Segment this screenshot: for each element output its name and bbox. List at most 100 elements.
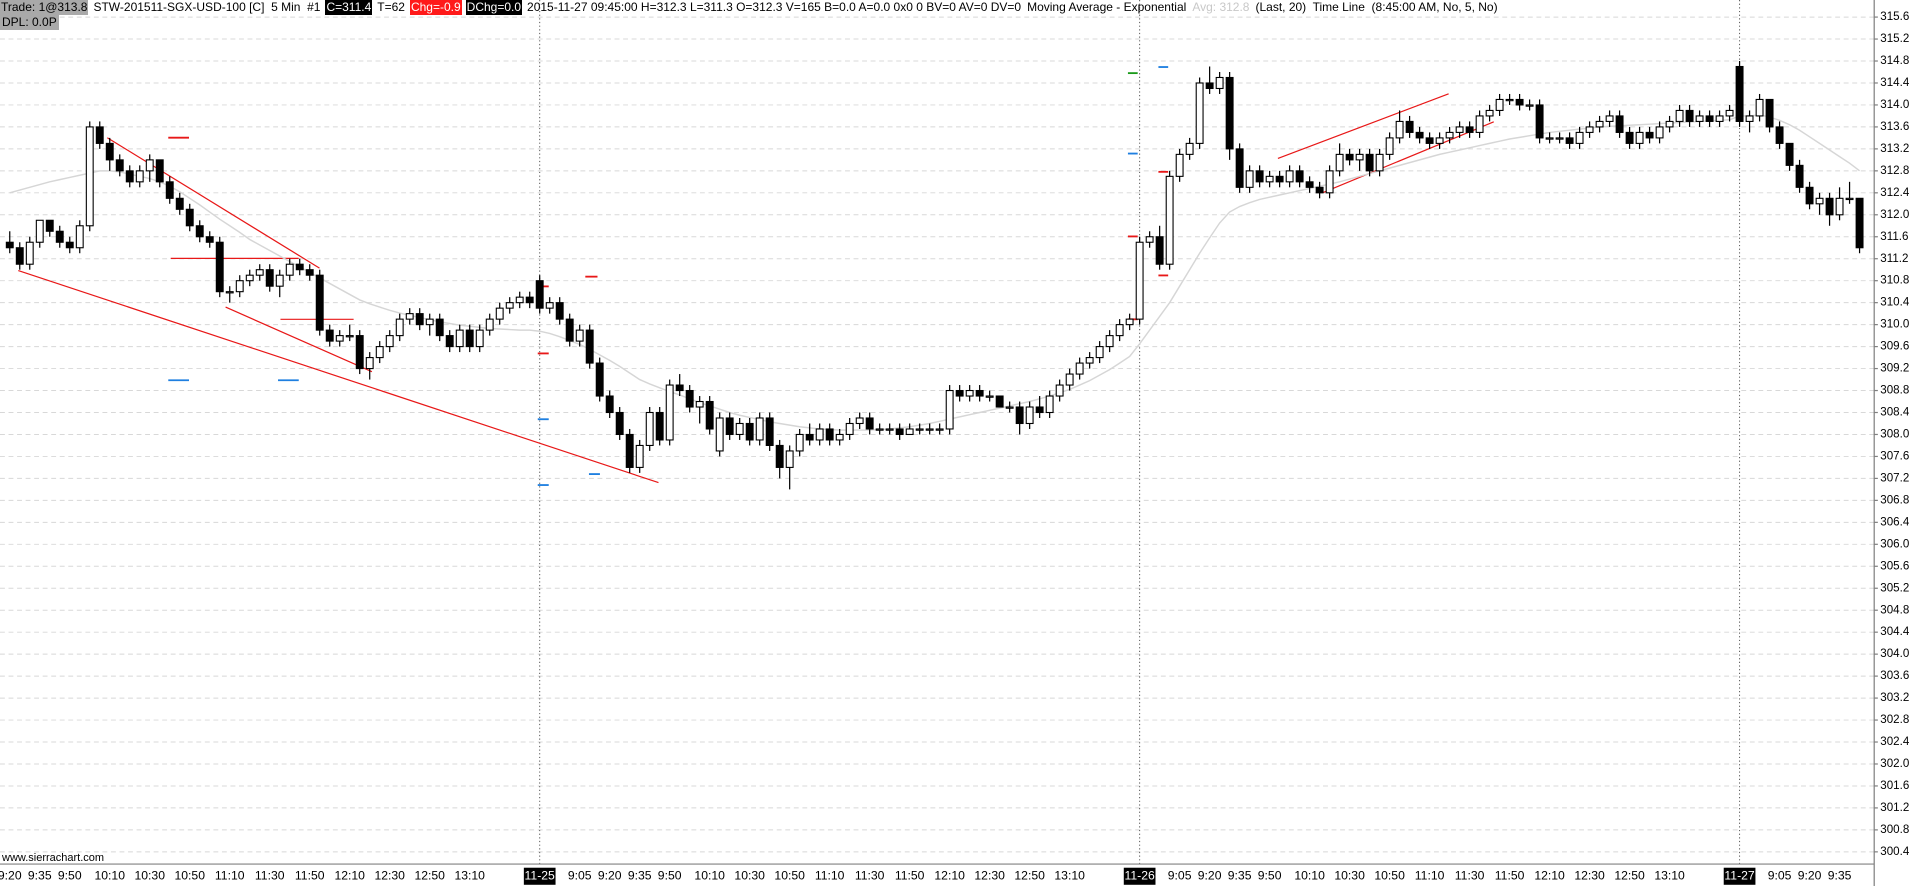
- candle-body: [45, 219, 54, 232]
- candle-body: [1645, 131, 1654, 139]
- y-tick-label: 314.4: [1880, 77, 1910, 89]
- candle-body: [1095, 346, 1104, 359]
- y-tick-label: 306.4: [1880, 516, 1910, 528]
- candle-body: [385, 335, 394, 348]
- candle-body: [1545, 137, 1554, 140]
- candle-body: [115, 159, 124, 172]
- x-tick-label: 10:10: [694, 868, 725, 882]
- trade-info: Trade: 1@313.8: [0, 0, 89, 15]
- y-tick-label: 308.4: [1880, 407, 1910, 419]
- candle-body: [1795, 164, 1804, 188]
- candle-body: [1355, 153, 1364, 161]
- marks: [5, 61, 1864, 490]
- candle-body: [535, 280, 544, 309]
- x-tick-label: 11:10: [1415, 868, 1445, 882]
- candle-body: [1365, 153, 1374, 172]
- candle-body: [1845, 197, 1854, 201]
- candle-body: [1455, 126, 1464, 133]
- candle-body: [1295, 170, 1304, 183]
- candle-body: [465, 329, 474, 348]
- candle-body: [1255, 170, 1264, 183]
- y-tick-label: 303.2: [1880, 692, 1909, 704]
- candle-body: [875, 428, 884, 431]
- candle-body: [575, 329, 584, 342]
- candle-body: [835, 433, 844, 441]
- date-label: 11-25: [525, 868, 555, 882]
- level-marks: [168, 66, 1169, 486]
- candle-body: [485, 318, 494, 331]
- candle-body: [35, 219, 44, 243]
- grid: [0, 0, 1875, 865]
- candle-body: [615, 411, 624, 436]
- candle-body: [955, 389, 964, 397]
- x-tick-label: 12:10: [1534, 868, 1565, 882]
- candle-body: [745, 422, 754, 441]
- y-tick-label: 313.2: [1880, 143, 1909, 155]
- x-tick-label: 9:20: [0, 868, 22, 882]
- candle-body: [355, 335, 364, 370]
- candle-body: [1775, 126, 1784, 144]
- y-tick-label: 300.4: [1880, 846, 1910, 858]
- candle-body: [1425, 137, 1434, 144]
- study-settings: (Last, 20) Time Line (8:45:00 AM, No, 5,…: [1255, 0, 1498, 14]
- y-tick-label: 314.0: [1880, 99, 1909, 111]
- trend-line: [18, 269, 659, 484]
- candle-body: [1675, 109, 1684, 122]
- candle-body: [1175, 153, 1184, 177]
- candle-body: [455, 329, 464, 348]
- candle-body: [435, 318, 444, 337]
- x-tick-label: 9:05: [1768, 868, 1792, 882]
- x-tick-label: 9:50: [58, 868, 82, 882]
- date-label-box: [1723, 867, 1756, 885]
- candle-body: [1055, 384, 1064, 397]
- x-tick-label: 13:10: [1054, 868, 1085, 882]
- x-tick-label: 10:30: [1334, 868, 1365, 882]
- x-tick-label: 9:05: [1168, 868, 1192, 882]
- x-tick-label: 10:10: [94, 868, 125, 882]
- candle-body: [815, 428, 824, 441]
- candle-body: [1135, 241, 1144, 320]
- candle-body: [155, 159, 164, 183]
- x-tick-label: 9:35: [28, 868, 52, 882]
- y-tick-label: 309.6: [1880, 341, 1909, 353]
- candle-body: [565, 318, 574, 342]
- x-tick-label: 10:30: [134, 868, 165, 882]
- candle-body: [925, 428, 934, 431]
- x-tick-label: 9:50: [1258, 868, 1282, 882]
- candle-body: [255, 269, 264, 276]
- candle-body: [25, 241, 34, 265]
- candle-body: [195, 225, 204, 238]
- candle-body: [1745, 115, 1754, 122]
- candle-body: [1835, 197, 1844, 216]
- axes: 300.4 300.8 301.2 301.6 302.0 302.4 302.8 303.2…: [0, 11, 1910, 885]
- candle-body: [1125, 318, 1134, 326]
- candle-body: [325, 329, 334, 342]
- candle-body: [705, 400, 714, 430]
- candle-body: [305, 269, 314, 276]
- candle-body: [185, 208, 194, 227]
- x-tick-label: 11:30: [855, 868, 885, 882]
- candle-body: [985, 395, 994, 398]
- candle-body: [55, 230, 64, 243]
- candle-body: [655, 411, 664, 441]
- candle-body: [225, 291, 234, 294]
- y-tick-label: 308.0: [1880, 429, 1909, 441]
- candle-body: [1025, 406, 1034, 425]
- candle-body: [1475, 115, 1484, 133]
- x-tick-label: 9:35: [1228, 868, 1252, 882]
- candle-body: [1825, 197, 1834, 216]
- candle-body: [805, 433, 814, 441]
- candle-body: [855, 417, 864, 425]
- candle-body: [1395, 120, 1404, 139]
- candle-body: [1655, 126, 1664, 139]
- x-tick-label: 9:20: [598, 868, 622, 882]
- trend-line: [1322, 121, 1494, 194]
- candle-body: [1605, 115, 1614, 122]
- candle-body: [1105, 335, 1114, 348]
- candle-body: [1035, 406, 1044, 414]
- y-tick-label: 306.0: [1880, 538, 1909, 550]
- y-tick-label: 315.2: [1880, 33, 1909, 45]
- candle-body: [145, 159, 154, 172]
- candle-body: [1085, 357, 1094, 364]
